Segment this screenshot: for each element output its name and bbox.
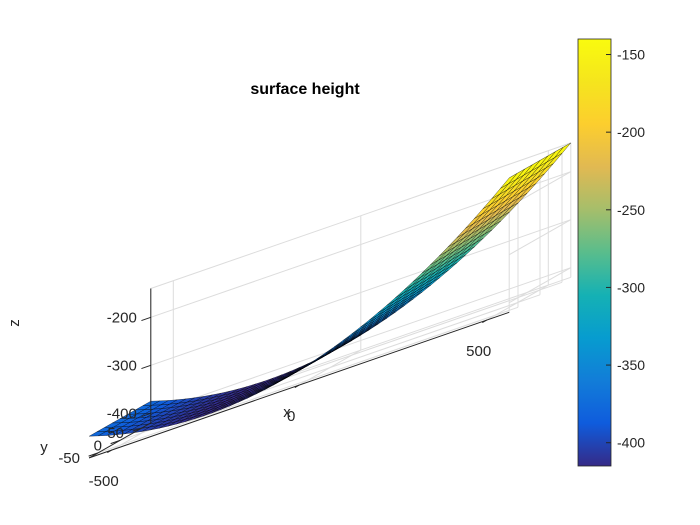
x-axis-line — [89, 311, 510, 459]
surface-layer — [89, 142, 571, 437]
x-tick-label: 500 — [466, 343, 491, 360]
x-tick-label: 0 — [287, 408, 295, 425]
x-tick-mark — [294, 384, 300, 389]
z-tick-mark — [141, 364, 151, 370]
grid-line — [508, 219, 572, 256]
chart-title: surface height — [250, 81, 360, 98]
x-tick-label: -500 — [89, 473, 119, 490]
surface-patch — [89, 431, 106, 437]
y-tick-label: -50 — [58, 450, 80, 467]
z-tick-mark — [141, 316, 151, 322]
x-tick-mark — [107, 449, 112, 454]
colorbar-ticks: -150 -200 -250 -300 -350 -400 — [606, 47, 645, 451]
y-tick-label: 50 — [107, 425, 124, 442]
colorbar: -150 -200 -250 -300 -350 -400 — [577, 38, 645, 467]
y-tick-label: 0 — [94, 437, 102, 454]
colorbar-gradient — [577, 38, 612, 467]
y-tick-mark — [110, 439, 121, 445]
colorbar-tick-label: -400 — [617, 435, 645, 451]
colorbar-tick-label: -250 — [617, 202, 645, 218]
x-axis-label: x — [283, 404, 291, 421]
y-axis-label: y — [40, 439, 48, 456]
grid-line — [150, 219, 571, 366]
y-tick-mark — [132, 427, 143, 432]
colorbar-tick-label: -350 — [617, 357, 645, 373]
z-tick-label: -400 — [107, 405, 137, 422]
grid-line — [97, 306, 519, 454]
grid-line — [150, 267, 571, 414]
colorbar-tick-label: -150 — [617, 47, 645, 63]
colorbar-tick-label: -200 — [617, 124, 645, 140]
x-tick-mark — [482, 319, 487, 324]
z-tick-mark — [141, 412, 151, 418]
z-axis-label: z — [6, 319, 23, 327]
z-tick-label: -200 — [107, 309, 137, 326]
axis-layer — [88, 288, 510, 459]
colorbar-tick-label: -300 — [617, 279, 645, 295]
z-tick-label: -300 — [107, 357, 137, 374]
y-tick-mark — [88, 452, 99, 457]
